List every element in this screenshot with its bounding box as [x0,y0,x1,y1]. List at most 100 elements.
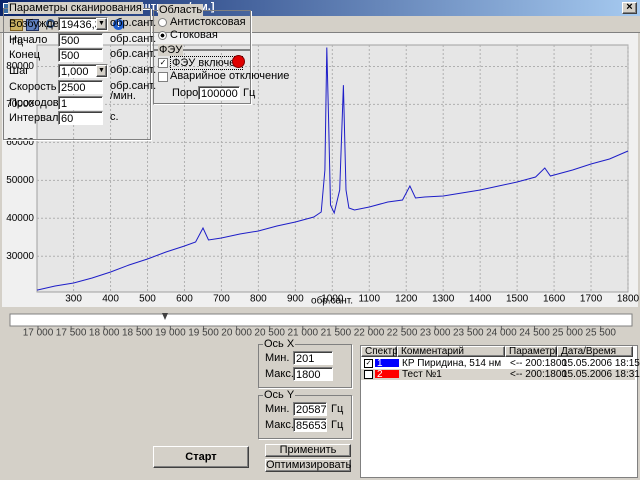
save-icon[interactable] [26,19,39,31]
ruler-label: 22 000 [354,328,385,338]
ruler-label: 21 500 [321,328,352,338]
row-checkbox[interactable]: ✓ [364,359,373,368]
x-tick-label: 500 [139,294,156,305]
axis-input[interactable]: 201 [293,351,333,365]
ruler-label: 19 000 [155,328,186,338]
x-tick-label: 900 [287,294,304,305]
apply-button[interactable]: Применить [265,444,351,457]
axis-input[interactable]: 85653 [293,418,327,432]
field-input[interactable]: 500 [58,48,103,63]
x-tick-label: 1000 [321,294,344,305]
axis-unit: Гц [331,403,344,415]
ruler-label: 25 000 [552,328,583,338]
row-params: <-- 200:1800 [510,358,567,369]
open-icon[interactable] [10,19,23,31]
axis-title: Ось Y [263,389,296,401]
axis-input[interactable]: 20587 [293,402,327,416]
axis-x-group: Ось X Мин. 201 Макс. 1800 [258,338,352,388]
checkbox[interactable]: ✓ [158,58,168,68]
column-header[interactable]: Параметры [505,346,562,357]
field-label: Конец [9,49,41,62]
axis-label: Макс. [265,368,294,380]
ruler[interactable] [9,313,633,327]
region-group: Область Антистоксовая Стоковая [153,4,251,50]
axis-input[interactable]: 1800 [293,367,333,381]
x-tick-label: 1300 [432,294,455,305]
threshold-unit: Гц [243,87,256,99]
chart: Гц обр.сант. 30000 40000 50000 60000 70000 80… [2,33,640,338]
field-unit: обр.сант. [110,48,157,61]
combo-arrow[interactable]: ▼ [96,65,107,78]
field-label: Интервал [9,112,59,125]
y-tick-label: 70000 [6,99,34,110]
field-label: Проходов [9,96,59,109]
row-checkbox[interactable] [364,370,373,379]
start-button[interactable]: Старт [153,446,249,468]
radio[interactable] [158,18,167,27]
field-unit: с. [110,111,119,124]
color-swatch [375,370,399,378]
radio[interactable] [158,31,167,40]
row-date: 15.05.2006 18:15:15 [562,358,640,369]
field-input[interactable]: 19436,35 ▼ [58,17,108,31]
field-input[interactable]: 1,000 ▼ [58,64,108,79]
ruler-label: 20 000 [221,328,252,338]
ruler-label: 24 500 [519,328,550,338]
field-input[interactable]: 2500 [58,79,103,94]
x-tick-label: 600 [176,294,193,305]
row-comment: Тест №1 [402,369,442,380]
column-header[interactable]: Комментарий [397,346,505,357]
optimize-button[interactable]: Оптимизировать [265,459,352,472]
axis-title: Ось X [263,338,296,350]
ruler-label: 18 500 [122,328,153,338]
x-tick-label: 1500 [506,294,529,305]
field-unit: обр.сант. [110,32,157,45]
ruler-label: 17 500 [56,328,87,338]
y-axis-label: Гц [12,37,23,48]
ruler-label: 18 000 [89,328,120,338]
row-id: 1 [377,358,383,369]
x-tick-label: 1700 [580,294,603,305]
column-header[interactable]: Дата/Время [557,346,633,357]
field-input[interactable]: 500 [58,32,103,47]
y-tick-label: 50000 [6,175,34,186]
field-label: Начало [9,33,48,46]
axis-y-group: Ось Y Мин. 20587 Гц Макс. 85653 Гц [258,389,352,439]
column-header[interactable]: Спектр [361,346,398,357]
color-swatch [375,359,399,367]
radio-label[interactable]: Стоковая [170,29,218,41]
x-tick-label: 300 [65,294,82,305]
control-panel: Старт Ось X Мин. 201 Макс. 1800 Ось Y Мин. 20587… [0,338,640,480]
x-tick-label: 1800 [617,294,640,305]
scan-title: Параметры сканирования [8,2,143,14]
info-icon[interactable]: i [113,19,124,30]
y-tick-label: 30000 [6,251,34,262]
spectra-table: Спектр Комментарий Параметры Дата/Время ✓ 1 КР… [360,345,640,478]
axis-label: Мин. [265,352,290,364]
table-row[interactable] [361,358,635,369]
field-unit: обр.сант. [110,64,157,77]
threshold-input[interactable]: 100000 [198,86,240,100]
checkbox-label[interactable]: Аварийное отключение [170,70,290,82]
row-comment: КР Пиридина, 514 нм [402,358,502,369]
region-title: Область [158,4,204,16]
zoom-icon[interactable] [46,19,55,28]
ruler-label: 19 500 [188,328,219,338]
row-id: 2 [377,369,383,380]
ruler-marker[interactable] [162,313,168,320]
close-button[interactable]: × [622,2,637,14]
x-tick-label: 700 [213,294,230,305]
checkbox[interactable] [158,72,168,82]
x-tick-label: 1100 [359,294,381,305]
combo-arrow[interactable]: ▼ [96,18,107,30]
y-tick-label: 40000 [6,213,34,224]
field-input[interactable]: 60 [58,111,103,126]
spectrum-line [36,47,629,291]
ruler-label: 23 000 [420,328,451,338]
field-input[interactable]: 1 [58,95,103,110]
table-row[interactable] [361,369,635,380]
ruler-label: 22 500 [387,328,418,338]
axis-label: Макс. [265,419,294,431]
radio-label[interactable]: Антистоксовая [170,16,246,28]
y-tick-label: 80000 [6,61,34,72]
